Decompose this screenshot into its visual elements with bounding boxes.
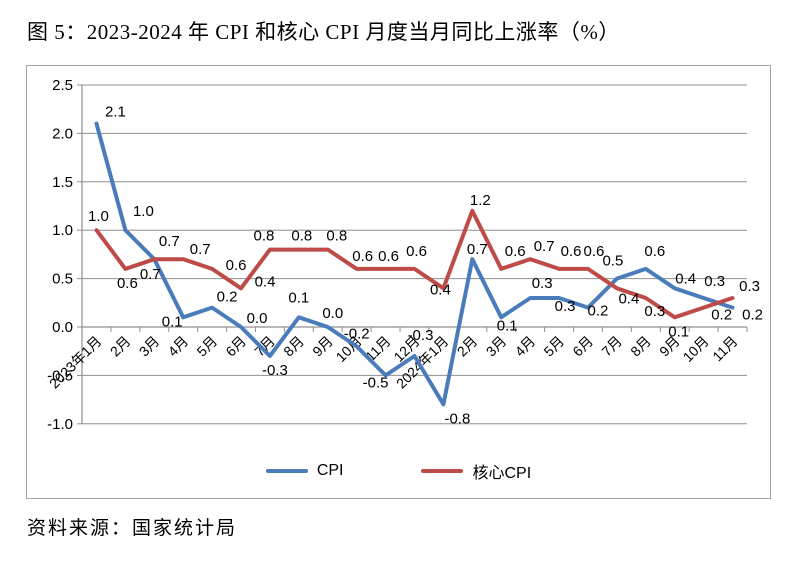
svg-text:0.6: 0.6 (584, 243, 605, 260)
svg-text:0.1: 0.1 (162, 313, 183, 330)
svg-text:1.0: 1.0 (52, 222, 73, 239)
svg-text:0.0: 0.0 (247, 310, 268, 327)
svg-text:-0.2: -0.2 (344, 325, 370, 342)
legend-label-core-cpi: 核心CPI (472, 465, 532, 482)
svg-text:0.5: 0.5 (52, 271, 73, 288)
svg-text:4月: 4月 (165, 333, 192, 360)
cpi-line-swatch-icon (265, 469, 308, 473)
svg-text:0.6: 0.6 (505, 243, 526, 260)
svg-text:1.0: 1.0 (133, 203, 154, 220)
svg-text:0.7: 0.7 (190, 241, 211, 258)
svg-text:0.0: 0.0 (52, 319, 73, 336)
page-title: 图 5：2023-2024 年 CPI 和核心 CPI 月度当月同比上涨率（%） (27, 20, 620, 44)
legend-label-cpi: CPI (316, 462, 344, 479)
svg-text:0.5: 0.5 (602, 253, 623, 270)
svg-text:0.2: 0.2 (217, 289, 238, 306)
svg-text:0.6: 0.6 (644, 243, 665, 260)
svg-text:0.3: 0.3 (532, 275, 553, 292)
svg-text:0.2: 0.2 (588, 303, 609, 320)
svg-text:0.6: 0.6 (406, 243, 427, 260)
svg-text:-0.8: -0.8 (444, 410, 470, 427)
source-note: 资料来源：国家统计局 (27, 518, 238, 539)
svg-text:0.6: 0.6 (117, 275, 138, 292)
svg-text:2.0: 2.0 (52, 125, 73, 142)
svg-text:0.1: 0.1 (288, 289, 309, 306)
svg-text:1.0: 1.0 (88, 208, 109, 225)
legend-item-cpi: CPI (265, 462, 344, 480)
svg-text:0.4: 0.4 (618, 290, 639, 307)
svg-text:0.0: 0.0 (322, 305, 343, 322)
svg-text:0.8: 0.8 (326, 228, 347, 245)
svg-text:0.1: 0.1 (497, 317, 518, 334)
chart-frame: 2.5 2.0 1.5 1.0 0.5 0.0 -0.5 -1.0 2023年1月 2月 3月 4月 5… (26, 65, 771, 499)
svg-text:0.2: 0.2 (742, 307, 763, 324)
svg-text:9月: 9月 (309, 333, 336, 360)
svg-text:11月: 11月 (709, 333, 740, 364)
svg-text:7月: 7月 (598, 333, 625, 360)
svg-text:-0.5: -0.5 (363, 374, 389, 391)
svg-text:1.2: 1.2 (470, 192, 491, 209)
svg-text:6月: 6月 (222, 333, 249, 360)
svg-text:3月: 3月 (483, 333, 510, 360)
svg-text:3月: 3月 (136, 333, 163, 360)
svg-text:7月: 7月 (251, 333, 278, 360)
svg-text:0.4: 0.4 (255, 273, 276, 290)
svg-text:6月: 6月 (569, 333, 596, 360)
svg-text:0.8: 0.8 (291, 228, 312, 245)
svg-text:0.7: 0.7 (140, 266, 161, 283)
svg-text:-0.3: -0.3 (408, 327, 434, 344)
svg-text:0.1: 0.1 (668, 323, 689, 340)
svg-text:0.4: 0.4 (675, 270, 696, 287)
svg-text:0.6: 0.6 (378, 248, 399, 265)
svg-text:2.5: 2.5 (52, 77, 73, 94)
svg-text:-0.5: -0.5 (47, 367, 73, 384)
svg-text:0.7: 0.7 (159, 233, 180, 250)
svg-text:0.3: 0.3 (704, 273, 725, 290)
svg-text:0.6: 0.6 (226, 257, 247, 274)
svg-text:8月: 8月 (627, 333, 654, 360)
svg-text:0.6: 0.6 (352, 248, 373, 265)
svg-text:2月: 2月 (107, 333, 134, 360)
svg-text:5月: 5月 (540, 333, 567, 360)
svg-text:2023年1月: 2023年1月 (46, 333, 105, 392)
svg-text:5月: 5月 (194, 333, 221, 360)
chart-legend: CPI 核心CPI (27, 459, 770, 483)
svg-text:0.3: 0.3 (644, 303, 665, 320)
svg-text:-0.3: -0.3 (262, 362, 288, 379)
svg-text:0.7: 0.7 (534, 238, 555, 255)
svg-text:2.1: 2.1 (105, 104, 126, 121)
svg-text:0.3: 0.3 (555, 298, 576, 315)
svg-text:1.5: 1.5 (52, 174, 73, 191)
svg-text:4月: 4月 (512, 333, 539, 360)
legend-item-core-cpi: 核心CPI (421, 459, 531, 483)
svg-text:0.8: 0.8 (254, 228, 275, 245)
svg-text:0.2: 0.2 (711, 307, 732, 324)
svg-text:0.7: 0.7 (467, 241, 488, 258)
svg-text:0.3: 0.3 (739, 278, 760, 295)
core-cpi-line-swatch-icon (421, 469, 464, 473)
svg-text:0.6: 0.6 (561, 243, 582, 260)
svg-text:0.4: 0.4 (430, 281, 451, 298)
svg-text:-1.0: -1.0 (47, 416, 73, 433)
